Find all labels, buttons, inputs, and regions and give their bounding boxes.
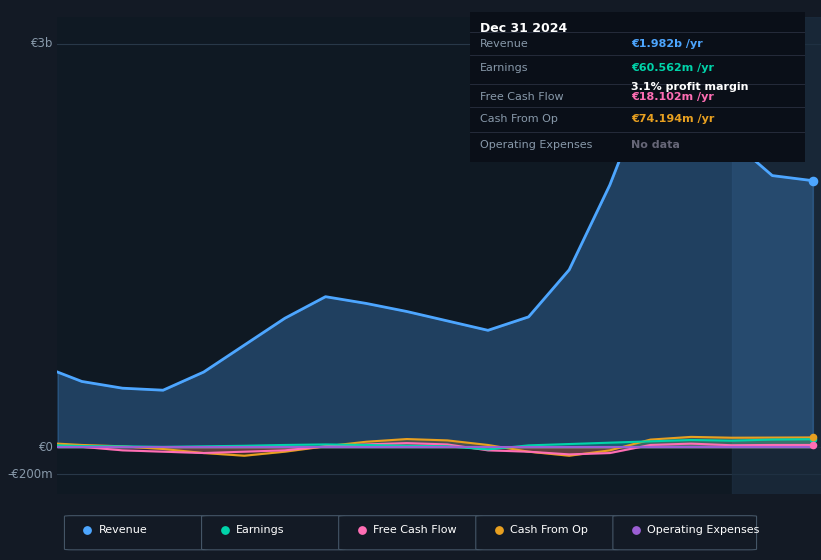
Point	[806, 441, 819, 450]
Bar	[732, 17, 821, 494]
Text: Dec 31 2024: Dec 31 2024	[480, 22, 567, 35]
Text: -€200m: -€200m	[7, 468, 53, 481]
Text: Free Cash Flow: Free Cash Flow	[373, 525, 456, 535]
FancyBboxPatch shape	[612, 516, 757, 550]
Text: Earnings: Earnings	[236, 525, 285, 535]
FancyBboxPatch shape	[338, 516, 482, 550]
Text: Cash From Op: Cash From Op	[510, 525, 588, 535]
Text: Operating Expenses: Operating Expenses	[480, 139, 593, 150]
Point	[218, 525, 232, 534]
Text: 3.1% profit margin: 3.1% profit margin	[631, 82, 748, 92]
Text: Operating Expenses: Operating Expenses	[647, 525, 759, 535]
Text: €3b: €3b	[31, 37, 53, 50]
Point	[80, 525, 94, 534]
Text: Revenue: Revenue	[480, 39, 529, 49]
Text: €1.982b /yr: €1.982b /yr	[631, 39, 703, 49]
Point	[806, 435, 819, 444]
FancyBboxPatch shape	[201, 516, 345, 550]
Text: €18.102m /yr: €18.102m /yr	[631, 91, 713, 101]
Point	[806, 433, 819, 442]
Point	[492, 525, 505, 534]
Point	[355, 525, 369, 534]
Text: No data: No data	[631, 139, 680, 150]
Text: €74.194m /yr: €74.194m /yr	[631, 114, 714, 124]
Text: Cash From Op: Cash From Op	[480, 114, 558, 124]
Point	[629, 525, 642, 534]
Text: Revenue: Revenue	[99, 525, 148, 535]
Point	[806, 176, 819, 185]
Text: €0: €0	[39, 441, 53, 454]
Text: Earnings: Earnings	[480, 63, 529, 73]
FancyBboxPatch shape	[476, 516, 620, 550]
Text: €60.562m /yr: €60.562m /yr	[631, 63, 713, 73]
FancyBboxPatch shape	[64, 516, 208, 550]
Text: Free Cash Flow: Free Cash Flow	[480, 91, 564, 101]
